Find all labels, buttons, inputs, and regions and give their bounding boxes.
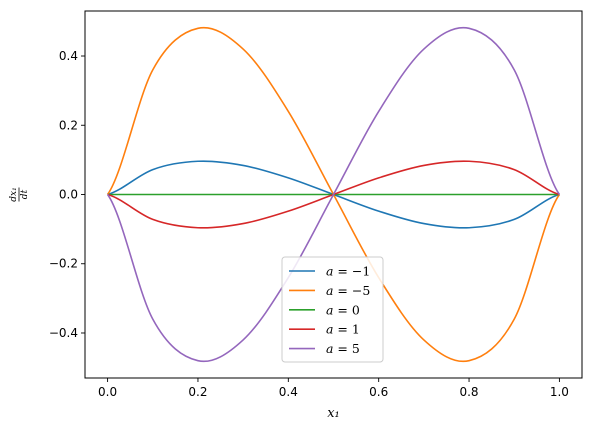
legend-label-1: a = −5	[326, 283, 370, 298]
y-tick-label: 0.2	[59, 118, 78, 132]
y-axis-label-numerator: dx₁	[9, 187, 19, 201]
x-tick-label: 0.0	[98, 385, 117, 399]
series-line-4	[106, 26, 561, 363]
legend-box	[281, 256, 384, 363]
x-tick-label: 0.6	[369, 385, 388, 399]
x-tick-label: 0.4	[279, 385, 298, 399]
x-tick-label: 0.2	[188, 385, 207, 399]
x-tick-label: 0.8	[459, 385, 478, 399]
legend: a = −1 a = −5 a = 0 a = 1 a = 5	[281, 256, 384, 363]
x-tick-label: 1.0	[550, 385, 569, 399]
legend-label-4: a = 5	[326, 341, 360, 356]
y-tick-label: −0.4	[49, 326, 78, 340]
y-tick-label: 0.4	[59, 49, 78, 63]
x-axis-label: x₁	[327, 406, 340, 421]
y-axis-label: dx₁ dt	[9, 187, 30, 201]
legend-label-0: a = −1	[326, 264, 370, 279]
legend-label-2: a = 0	[326, 302, 360, 317]
y-tick-label: 0.0	[59, 188, 78, 202]
y-axis-ticks: −0.4 −0.2 0.0 0.2 0.4	[49, 49, 85, 340]
series-layer	[106, 26, 561, 363]
legend-label-3: a = 1	[326, 322, 360, 337]
x-axis-ticks: 0.0 0.2 0.4 0.6 0.8 1.0	[98, 378, 569, 399]
y-axis-label-denominator: dt	[20, 189, 30, 199]
y-tick-label: −0.2	[49, 257, 78, 271]
